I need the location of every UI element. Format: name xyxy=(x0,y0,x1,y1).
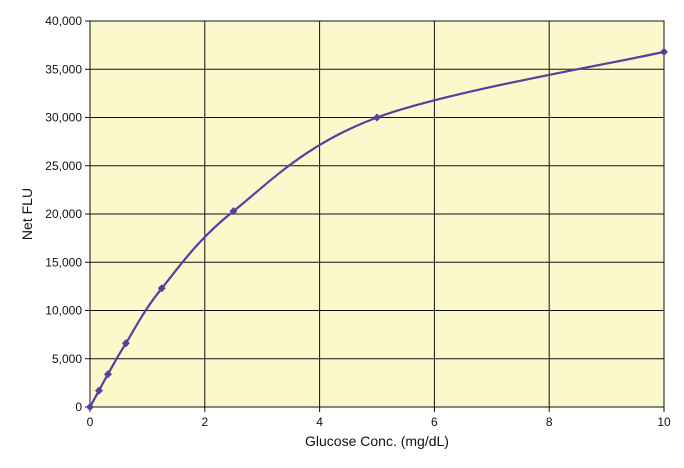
y-tick-label: 5,000 xyxy=(52,352,82,366)
data-point-marker xyxy=(103,370,112,379)
y-axis-ticks: 0 5,000 10,000 15,000 20,000 25,000 30,000 35,0… xyxy=(45,14,90,414)
series-group xyxy=(86,47,668,411)
y-tick-label: 30,000 xyxy=(45,111,82,125)
data-point-marker xyxy=(157,284,166,293)
y-axis-title: Net FLU xyxy=(19,188,35,240)
data-point-marker xyxy=(121,339,130,348)
x-tick-label: 8 xyxy=(546,415,553,429)
y-tick-label: 15,000 xyxy=(45,255,82,269)
y-tick-label: 40,000 xyxy=(45,14,82,28)
x-tick-label: 4 xyxy=(316,415,323,429)
x-tick-label: 6 xyxy=(431,415,438,429)
x-axis-title: Glucose Conc. (mg/dL) xyxy=(305,433,449,449)
data-point-marker xyxy=(94,386,103,395)
data-point-marker xyxy=(660,47,668,56)
data-point-marker xyxy=(229,207,238,216)
y-tick-label: 10,000 xyxy=(45,304,82,318)
y-tick-label: 25,000 xyxy=(45,159,82,173)
y-tick-label: 20,000 xyxy=(45,207,82,221)
x-tick-label: 2 xyxy=(201,415,208,429)
series-line xyxy=(89,50,665,408)
data-point-marker xyxy=(373,113,381,122)
y-tick-label: 0 xyxy=(75,400,82,414)
x-tick-label: 0 xyxy=(87,415,94,429)
y-tick-label: 35,000 xyxy=(45,62,82,76)
x-tick-label: 10 xyxy=(657,415,671,429)
grid-lines xyxy=(90,21,664,407)
data-point-marker xyxy=(86,403,94,411)
x-axis-ticks: 0 2 4 6 8 10 xyxy=(87,407,671,429)
